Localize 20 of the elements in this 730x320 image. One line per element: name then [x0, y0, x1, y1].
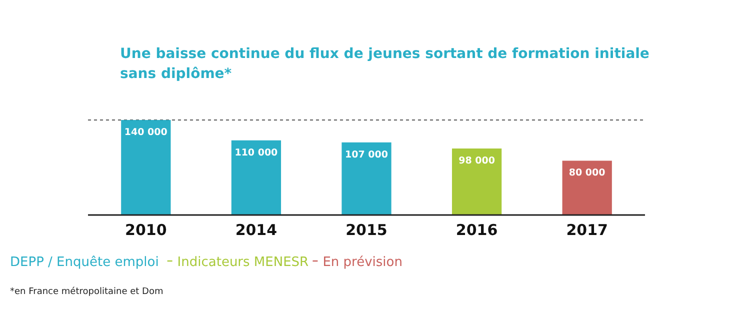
x-tick-label: 2015 — [346, 221, 388, 239]
x-tick-label: 2017 — [566, 221, 608, 239]
data-label: 107 000 — [345, 149, 388, 160]
chart-title: Une baisse continue du flux de jeunes sortant de formation initiale sans diplôme* — [120, 46, 650, 82]
bar — [562, 160, 612, 215]
legend-label: En prévision — [322, 255, 402, 270]
data-label: 80 000 — [568, 168, 606, 179]
bar — [121, 120, 171, 215]
data-label: 140 000 — [124, 127, 168, 138]
bar — [342, 142, 392, 215]
data-label: 98 000 — [458, 156, 496, 166]
bar — [452, 148, 502, 215]
legend-label: Indicateurs MENESR — [177, 255, 309, 270]
text: DEPP / Enquête emploi — [10, 255, 159, 270]
text: *en France métropolitaine et Dom — [10, 286, 164, 297]
bar — [231, 140, 282, 215]
x-tick-label: 2014 — [235, 221, 278, 239]
x-tick-label: 2010 — [125, 221, 167, 239]
x-tick-label: 2016 — [456, 221, 498, 239]
data-label: 110 000 — [234, 147, 278, 158]
